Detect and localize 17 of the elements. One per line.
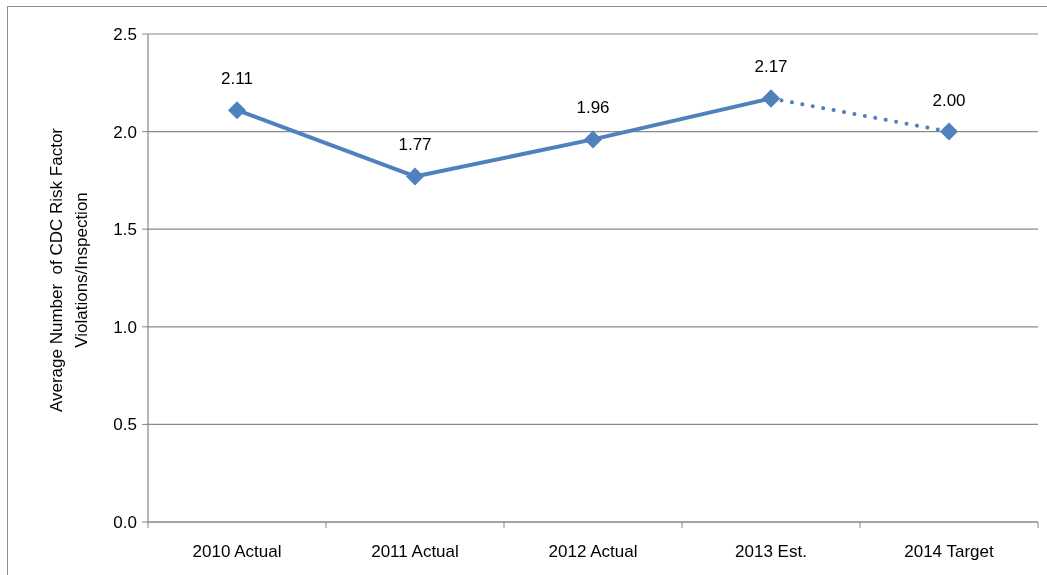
data-label: 1.96 xyxy=(576,98,610,118)
data-label: 2.11 xyxy=(221,69,253,89)
y-tick-label: 2.0 xyxy=(113,122,137,142)
data-label: 1.77 xyxy=(398,135,432,155)
data-label: 2.00 xyxy=(932,90,966,110)
y-tick-label: 1.0 xyxy=(113,317,137,337)
x-tick-label: 2012 Actual xyxy=(548,542,638,561)
y-tick-label: 1.5 xyxy=(113,220,137,240)
x-tick-label: 2010 Actual xyxy=(192,542,282,561)
x-tick-label: 2014 Target xyxy=(904,542,995,561)
y-tick-label: 2.5 xyxy=(113,25,137,45)
data-label: 2.17 xyxy=(754,57,788,77)
y-tick-label: 0.0 xyxy=(113,513,137,533)
x-tick-label: 2011 Actual xyxy=(371,542,459,561)
x-tick-label: 2013 Est. xyxy=(735,542,807,561)
y-axis-title: Average Number of CDC Risk Factor Violations/Inspection xyxy=(46,127,90,413)
y-tick-label: 0.5 xyxy=(113,415,137,435)
